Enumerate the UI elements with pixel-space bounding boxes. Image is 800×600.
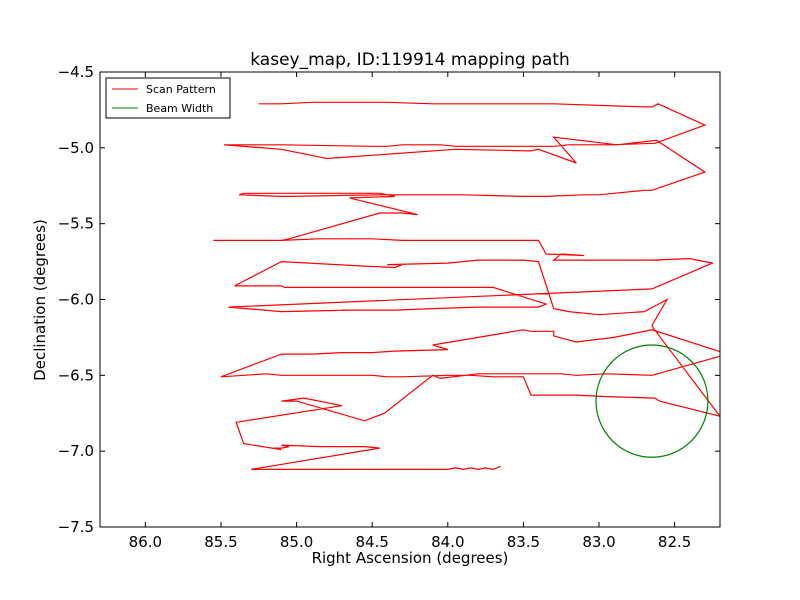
legend-box [105,77,231,119]
y-tick-label: −7.5 [58,518,94,536]
y-tick-label: −5.0 [58,139,94,157]
x-tick-label: 84.5 [355,533,388,551]
ticks-layer: 86.0 85.5 85.0 84.5 84.0 83.5 83.0 82.5 −7.5 −7.0… [58,63,720,551]
y-tick-label: −4.5 [58,63,94,81]
x-tick-label: 83.5 [507,533,540,551]
legend: Scan Pattern Beam Width [105,77,231,119]
beam-width-circle [595,344,709,458]
x-axis-label: Right Ascension (degrees) [312,549,509,567]
y-tick-label: −7.0 [58,442,94,460]
x-tick-label: 85.5 [204,533,237,551]
scan-pattern-line [213,101,720,471]
legend-scan-pattern-label: Scan Pattern [146,83,216,96]
y-axis-label: Declination (degrees) [31,219,49,381]
x-tick-label: 86.0 [129,533,162,551]
y-tick-label: −6.5 [58,366,94,384]
y-tick-label: −5.5 [58,215,94,233]
y-tick-label: −6.0 [58,291,94,309]
series-layer [213,101,720,471]
chart-title: kasey_map, ID:119914 mapping path [250,50,569,70]
x-tick-label: 82.5 [658,533,691,551]
x-tick-label: 83.0 [582,533,615,551]
legend-beam-width-label: Beam Width [146,102,213,115]
x-tick-label: 85.0 [280,533,313,551]
x-tick-label: 84.0 [431,533,464,551]
